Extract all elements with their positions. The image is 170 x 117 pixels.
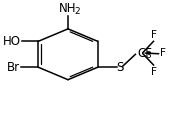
Text: CF: CF bbox=[137, 47, 152, 60]
Text: 2: 2 bbox=[74, 7, 80, 16]
Text: Br: Br bbox=[7, 61, 20, 74]
Text: NH: NH bbox=[58, 2, 76, 15]
Text: HO: HO bbox=[3, 35, 21, 48]
Text: F: F bbox=[151, 67, 157, 77]
Text: S: S bbox=[116, 61, 124, 74]
Text: 3: 3 bbox=[146, 51, 151, 60]
Text: F: F bbox=[151, 30, 157, 40]
Text: F: F bbox=[160, 48, 166, 58]
